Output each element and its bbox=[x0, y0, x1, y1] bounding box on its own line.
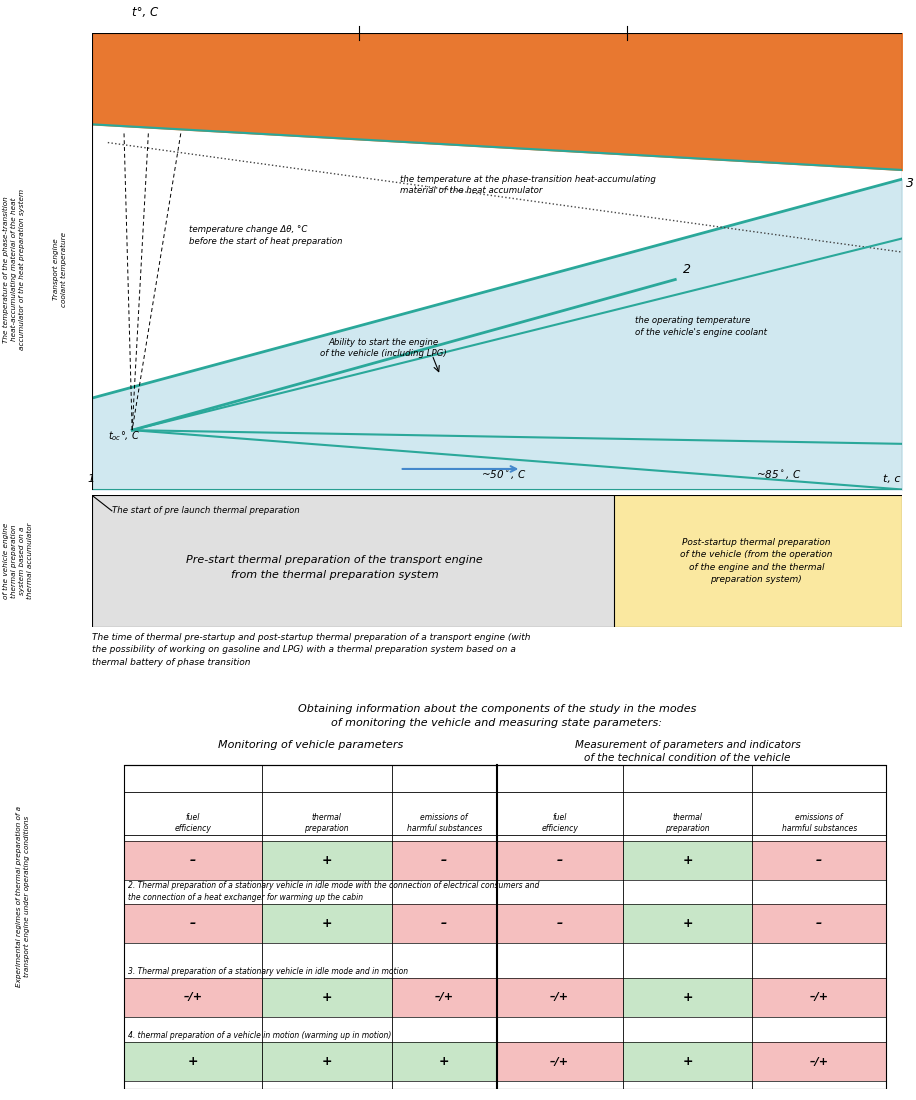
Text: –/+: –/+ bbox=[183, 992, 202, 1002]
Bar bbox=[752, 978, 886, 1016]
Text: fuel
efficiency: fuel efficiency bbox=[541, 813, 578, 833]
Text: +: + bbox=[439, 1055, 450, 1068]
Bar bbox=[391, 842, 496, 880]
Bar bbox=[623, 842, 752, 880]
Text: –/+: –/+ bbox=[551, 1057, 570, 1067]
Bar bbox=[752, 1042, 886, 1081]
Bar bbox=[496, 1042, 623, 1081]
Bar bbox=[496, 842, 623, 880]
Text: Measurement of parameters and indicators
of the technical condition of the vehic: Measurement of parameters and indicators… bbox=[574, 739, 801, 762]
Bar bbox=[623, 903, 752, 943]
Text: +: + bbox=[188, 1055, 198, 1068]
Text: +: + bbox=[322, 854, 332, 867]
Text: fuel
efficiency: fuel efficiency bbox=[174, 813, 212, 833]
Text: the operating temperature
of the vehicle's engine coolant: the operating temperature of the vehicle… bbox=[635, 316, 767, 337]
Text: t°, C: t°, C bbox=[132, 7, 158, 20]
Bar bbox=[124, 842, 262, 880]
Bar bbox=[391, 1042, 496, 1081]
Bar bbox=[262, 903, 391, 943]
Bar bbox=[752, 842, 886, 880]
Bar bbox=[124, 903, 262, 943]
Text: Modes of operation
of the vehicle engine
thermal preparation
system based on a
t: Modes of operation of the vehicle engine… bbox=[0, 522, 33, 600]
Text: 1: 1 bbox=[88, 474, 94, 484]
Text: +: + bbox=[682, 1055, 692, 1068]
Text: +: + bbox=[682, 854, 692, 867]
Text: The time of thermal pre-startup and post-startup thermal preparation of a transp: The time of thermal pre-startup and post… bbox=[92, 632, 530, 668]
Text: –: – bbox=[442, 916, 447, 930]
Text: –/+: –/+ bbox=[810, 1057, 829, 1067]
Text: +: + bbox=[682, 991, 692, 1003]
Text: –: – bbox=[190, 854, 196, 867]
Text: Pre-start thermal preparation of the transport engine
from the thermal preparati: Pre-start thermal preparation of the tra… bbox=[187, 556, 483, 580]
Text: –: – bbox=[816, 916, 823, 930]
Text: The start of pre launch thermal preparation: The start of pre launch thermal preparat… bbox=[112, 506, 300, 515]
Text: ~85$^\circ$, C: ~85$^\circ$, C bbox=[757, 469, 802, 481]
Bar bbox=[262, 842, 391, 880]
Text: +: + bbox=[322, 1055, 332, 1068]
Text: emissions of
harmful substances: emissions of harmful substances bbox=[407, 813, 482, 833]
Bar bbox=[92, 495, 615, 627]
Bar bbox=[615, 495, 902, 627]
Bar bbox=[391, 978, 496, 1016]
Bar bbox=[124, 978, 262, 1016]
Text: Experimental regimes of thermal preparation of a
transport engine under operatin: Experimental regimes of thermal preparat… bbox=[16, 806, 30, 987]
Bar bbox=[623, 978, 752, 1016]
Text: thermal
preparation: thermal preparation bbox=[304, 813, 349, 833]
Text: 3: 3 bbox=[906, 177, 914, 190]
Bar bbox=[496, 978, 623, 1016]
Text: +: + bbox=[682, 916, 692, 930]
Text: –: – bbox=[557, 916, 562, 930]
Text: $t_{oc}$°, C: $t_{oc}$°, C bbox=[108, 429, 140, 443]
Bar bbox=[124, 1042, 262, 1081]
Text: Ability to start the engine
of the vehicle (including LPG): Ability to start the engine of the vehic… bbox=[320, 338, 447, 359]
Text: ~50$^\circ$, C: ~50$^\circ$, C bbox=[481, 469, 526, 481]
Text: Monitoring of vehicle parameters: Monitoring of vehicle parameters bbox=[218, 739, 403, 749]
Bar bbox=[262, 1042, 391, 1081]
Text: –: – bbox=[442, 854, 447, 867]
Bar bbox=[752, 903, 886, 943]
Text: –/+: –/+ bbox=[551, 992, 570, 1002]
Bar bbox=[262, 978, 391, 1016]
Text: temperature change Δθ, °C
before the start of heat preparation: temperature change Δθ, °C before the sta… bbox=[189, 224, 343, 245]
Text: –: – bbox=[190, 916, 196, 930]
Text: Transport engine
coolant temperature: Transport engine coolant temperature bbox=[52, 232, 67, 307]
Text: 3. Thermal preparation of a stationary vehicle in idle mode and in motion: 3. Thermal preparation of a stationary v… bbox=[128, 967, 409, 976]
Text: 2: 2 bbox=[683, 263, 692, 276]
Text: 2. Thermal preparation of a stationary vehicle in idle mode with the connection : 2. Thermal preparation of a stationary v… bbox=[128, 881, 540, 902]
Bar bbox=[623, 1042, 752, 1081]
Text: –/+: –/+ bbox=[435, 992, 453, 1002]
Text: the temperature at the phase-transition heat-accumulating
material of the heat a: the temperature at the phase-transition … bbox=[399, 175, 656, 196]
Text: t, c: t, c bbox=[883, 474, 900, 484]
Text: thermal
preparation: thermal preparation bbox=[665, 813, 710, 833]
Text: –: – bbox=[557, 854, 562, 867]
Text: emissions of
harmful substances: emissions of harmful substances bbox=[781, 813, 856, 833]
Text: Post-startup thermal preparation
of the vehicle (from the operation
of the engin: Post-startup thermal preparation of the … bbox=[680, 538, 833, 584]
Text: +: + bbox=[322, 916, 332, 930]
Text: +: + bbox=[322, 991, 332, 1003]
Text: 4. thermal preparation of a vehicle in motion (warming up in motion): 4. thermal preparation of a vehicle in m… bbox=[128, 1031, 391, 1041]
Text: The temperature of the phase-transition
heat-accumulating material of the heat
a: The temperature of the phase-transition … bbox=[3, 189, 25, 350]
Text: –/+: –/+ bbox=[810, 992, 829, 1002]
Text: –: – bbox=[816, 854, 823, 867]
Bar bbox=[496, 903, 623, 943]
Text: Obtaining information about the components of the study in the modes
of monitori: Obtaining information about the componen… bbox=[298, 704, 696, 728]
Bar bbox=[391, 903, 496, 943]
